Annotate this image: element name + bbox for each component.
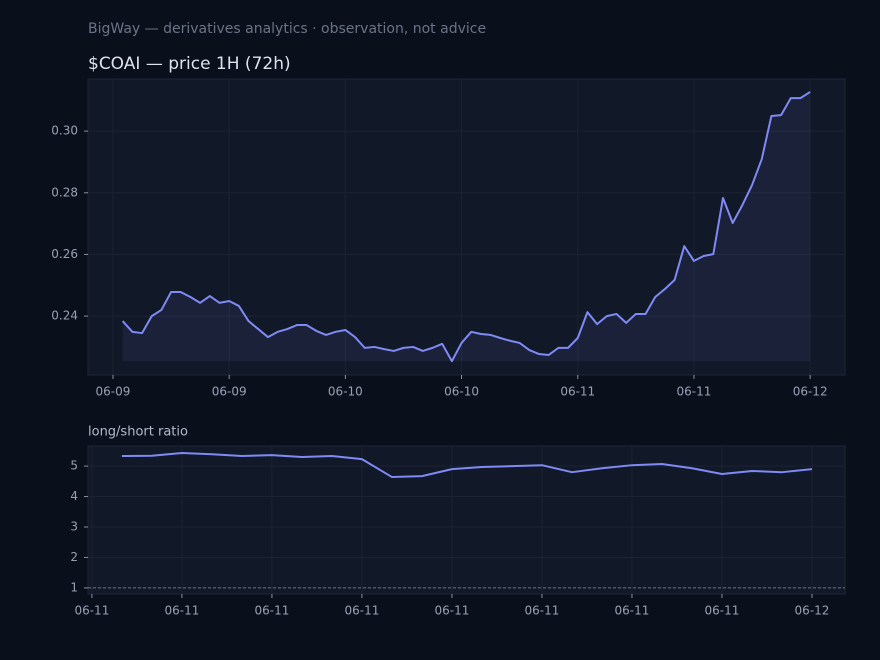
y-tick-label: 1	[70, 580, 78, 594]
y-tick-label: 0.28	[51, 185, 78, 199]
x-tick-label: 06-11	[560, 385, 595, 399]
chart-title: long/short ratio	[88, 425, 188, 440]
y-tick-label: 2	[70, 550, 78, 564]
plot-area	[87, 445, 846, 595]
area	[122, 91, 811, 362]
y-tick-label: 3	[70, 520, 78, 534]
y-tick-label: 0.26	[51, 247, 78, 261]
line	[121, 91, 811, 363]
chart-title: $COAI — price 1H (72h)	[88, 54, 291, 74]
x-tick-label: 06-10	[444, 385, 479, 399]
x-tick-label: 06-11	[677, 385, 712, 399]
x-tick-label: 06-11	[435, 604, 470, 618]
x-tick-label: 06-11	[344, 604, 379, 618]
x-tick-label: 06-12	[793, 385, 828, 399]
x-tick-label: 06-09	[96, 385, 131, 399]
y-tick-label: 0.30	[51, 124, 78, 138]
x-tick-label: 06-12	[795, 604, 830, 618]
header-text: BigWay — derivatives analytics · observa…	[88, 21, 486, 37]
line	[121, 452, 813, 479]
x-tick-label: 06-10	[328, 385, 363, 399]
x-tick-label: 06-09	[212, 385, 247, 399]
x-tick-label: 06-11	[164, 604, 199, 618]
y-tick-label: 4	[70, 489, 78, 503]
x-tick-label: 06-11	[615, 604, 650, 618]
x-tick-label: 06-11	[705, 604, 740, 618]
y-tick-label: 0.24	[51, 309, 78, 323]
x-tick-label: 06-11	[525, 604, 560, 618]
x-tick-label: 06-11	[74, 604, 109, 618]
y-tick-label: 5	[70, 459, 78, 473]
x-tick-label: 06-11	[254, 604, 289, 618]
